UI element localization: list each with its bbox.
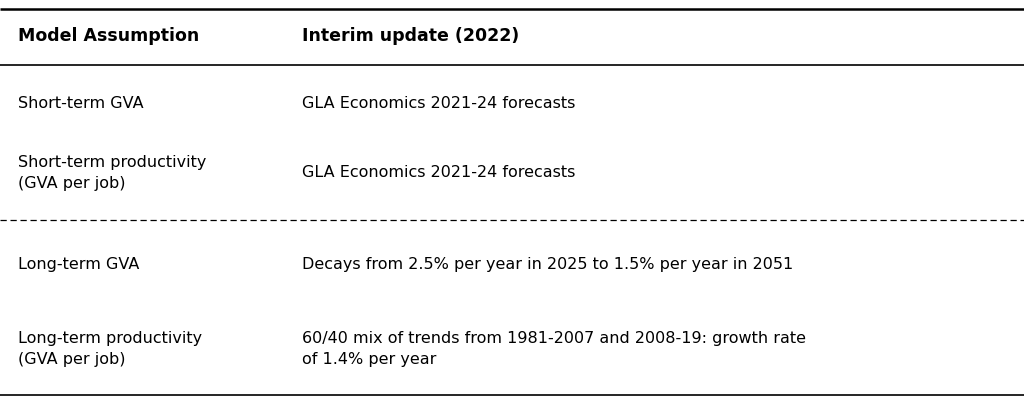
Text: GLA Economics 2021-24 forecasts: GLA Economics 2021-24 forecasts <box>302 165 575 181</box>
Text: GLA Economics 2021-24 forecasts: GLA Economics 2021-24 forecasts <box>302 95 575 111</box>
Text: Model Assumption: Model Assumption <box>18 27 200 44</box>
Text: Long-term GVA: Long-term GVA <box>18 257 140 272</box>
Text: Short-term GVA: Short-term GVA <box>18 95 144 111</box>
Text: Short-term productivity
(GVA per job): Short-term productivity (GVA per job) <box>18 155 207 191</box>
Text: Decays from 2.5% per year in 2025 to 1.5% per year in 2051: Decays from 2.5% per year in 2025 to 1.5… <box>302 257 794 272</box>
Text: 60/40 mix of trends from 1981-2007 and 2008-19: growth rate
of 1.4% per year: 60/40 mix of trends from 1981-2007 and 2… <box>302 331 806 368</box>
Text: Interim update (2022): Interim update (2022) <box>302 27 519 44</box>
Text: Long-term productivity
(GVA per job): Long-term productivity (GVA per job) <box>18 331 203 368</box>
